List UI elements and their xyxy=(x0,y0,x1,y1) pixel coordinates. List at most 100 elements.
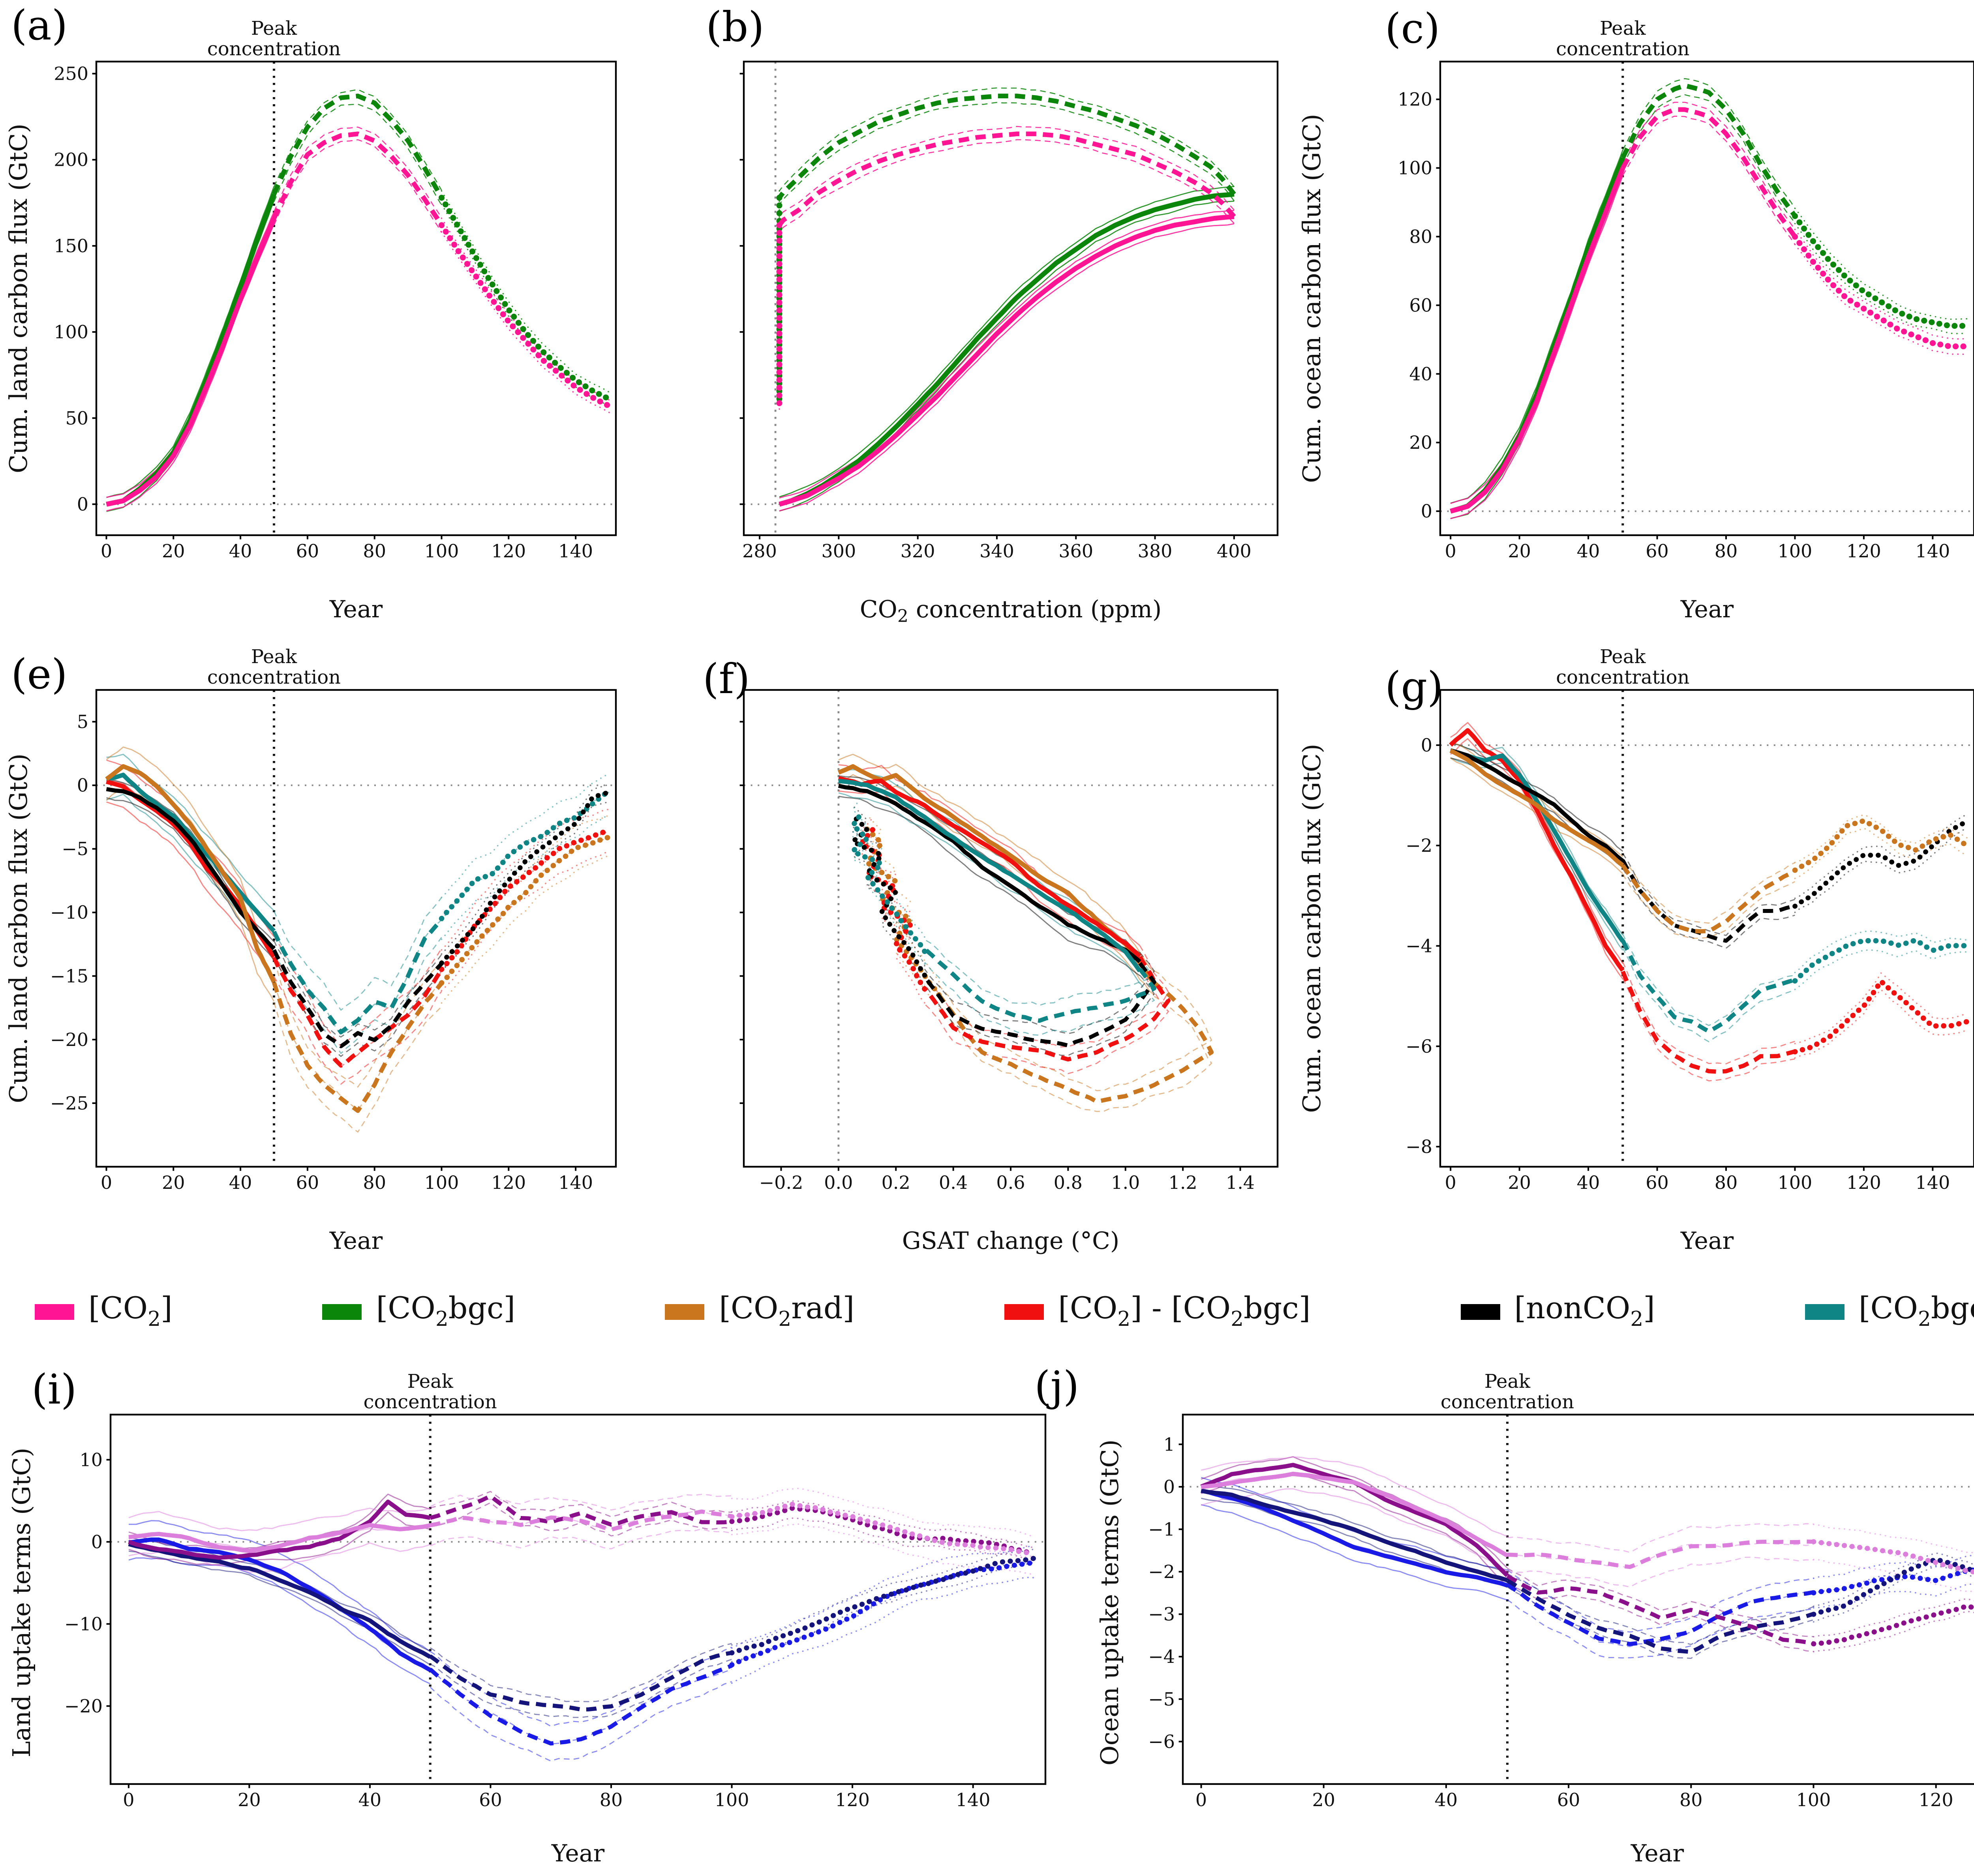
svg-text:80: 80 xyxy=(1679,1789,1703,1810)
svg-text:60: 60 xyxy=(1646,1172,1669,1193)
svg-text:200: 200 xyxy=(54,149,88,171)
svg-text:−20: −20 xyxy=(64,1695,103,1717)
svg-text:−4: −4 xyxy=(1405,935,1432,957)
svg-text:60: 60 xyxy=(296,1172,319,1193)
svg-text:100: 100 xyxy=(1778,540,1813,562)
diff-line-swatch xyxy=(1004,1304,1044,1319)
svg-text:0: 0 xyxy=(77,775,88,796)
svg-text:0: 0 xyxy=(1445,540,1456,562)
legend-item-combo: [CO2bgc + nonCO2] - [CO2bgc] xyxy=(1805,1291,1974,1333)
legend-label: [CO2rad] xyxy=(719,1291,855,1333)
svg-text:120: 120 xyxy=(491,540,526,562)
svg-text:−15: −15 xyxy=(50,965,88,987)
svg-text:140: 140 xyxy=(558,540,593,562)
co2bgc-line-swatch xyxy=(322,1304,362,1319)
svg-text:100: 100 xyxy=(715,1789,749,1810)
svg-text:5: 5 xyxy=(77,711,88,733)
svg-text:140: 140 xyxy=(1915,1172,1950,1193)
nonco2-line-swatch xyxy=(1460,1304,1500,1319)
panel-g-letter: (g) xyxy=(1385,665,1443,712)
svg-text:250: 250 xyxy=(54,63,88,84)
svg-text:320: 320 xyxy=(901,540,935,562)
svg-text:0: 0 xyxy=(1445,1172,1456,1193)
svg-text:40: 40 xyxy=(1435,1789,1458,1810)
svg-text:80: 80 xyxy=(1409,226,1432,247)
svg-text:120: 120 xyxy=(1398,89,1432,110)
legend-item-co2rad: [CO2rad] xyxy=(665,1291,855,1333)
svg-text:CO2 concentration (ppm): CO2 concentration (ppm) xyxy=(860,596,1162,626)
svg-text:0.8: 0.8 xyxy=(1054,1172,1083,1193)
svg-text:−6: −6 xyxy=(1405,1036,1432,1057)
svg-text:−3: −3 xyxy=(1148,1604,1175,1625)
svg-text:−8: −8 xyxy=(1405,1136,1432,1157)
svg-text:0: 0 xyxy=(77,493,88,515)
legend-label: [CO2] - [CO2bgc] xyxy=(1058,1291,1311,1333)
svg-text:0.4: 0.4 xyxy=(939,1172,968,1193)
svg-text:100: 100 xyxy=(54,321,88,343)
legend-label: [nonCO2] xyxy=(1514,1291,1655,1333)
svg-text:−10: −10 xyxy=(64,1613,103,1634)
svg-text:0: 0 xyxy=(1421,735,1432,756)
scenario-legend: [CO2] [CO2bgc] [CO2rad] [CO2] - [CO2bgc]… xyxy=(35,1273,1974,1351)
svg-text:1.0: 1.0 xyxy=(1111,1172,1140,1193)
svg-text:340: 340 xyxy=(979,540,1014,562)
svg-text:60: 60 xyxy=(1557,1789,1580,1810)
svg-text:40: 40 xyxy=(229,1172,252,1193)
svg-text:40: 40 xyxy=(1577,1172,1600,1193)
svg-text:1: 1 xyxy=(1163,1434,1175,1455)
svg-text:1.4: 1.4 xyxy=(1226,1172,1255,1193)
svg-text:40: 40 xyxy=(229,540,252,562)
panel-e-plot: 0 20 40 60 80 100 120 140 5 0 −5 −10 −15 −20 −25 Year Pe… xyxy=(50,646,617,1255)
svg-text:0: 0 xyxy=(123,1789,134,1810)
svg-text:40: 40 xyxy=(1409,363,1432,384)
panel-c-plot: 0 20 40 60 80 100 120 140 0 20 40 60 80 100 120 Year Pea… xyxy=(1398,17,1974,623)
svg-text:60: 60 xyxy=(1409,294,1432,316)
svg-text:Year: Year xyxy=(1680,1227,1734,1255)
svg-text:280: 280 xyxy=(742,540,777,562)
svg-text:−25: −25 xyxy=(50,1093,88,1114)
svg-text:20: 20 xyxy=(1508,1172,1531,1193)
svg-text:Year: Year xyxy=(1680,596,1734,623)
legend-label: [CO2] xyxy=(88,1291,173,1333)
svg-text:20: 20 xyxy=(162,1172,185,1193)
svg-text:120: 120 xyxy=(1846,1172,1881,1193)
svg-text:Year: Year xyxy=(1631,1840,1684,1867)
svg-text:100: 100 xyxy=(1778,1172,1813,1193)
panel-j-letter: (j) xyxy=(1034,1364,1079,1411)
svg-text:140: 140 xyxy=(956,1789,991,1810)
svg-text:−0.2: −0.2 xyxy=(759,1172,803,1193)
svg-text:400: 400 xyxy=(1217,540,1252,562)
svg-text:50: 50 xyxy=(65,407,88,429)
panel-a-plot: 0 20 40 60 80 100 120 140 0 50 100 150 200 250 Year Pea… xyxy=(54,17,617,623)
svg-text:0: 0 xyxy=(1421,500,1432,522)
svg-text:0.6: 0.6 xyxy=(996,1172,1025,1193)
legend-item-co2-minus-co2bgc: [CO2] - [CO2bgc] xyxy=(1004,1291,1311,1333)
svg-text:100: 100 xyxy=(1796,1789,1831,1810)
svg-text:140: 140 xyxy=(558,1172,593,1193)
svg-text:−4: −4 xyxy=(1148,1646,1175,1667)
svg-text:Year: Year xyxy=(329,1227,383,1255)
svg-text:80: 80 xyxy=(1715,1172,1738,1193)
co2-line-swatch xyxy=(35,1304,74,1319)
panel-j-plot: 02040608010012014010−1−2−3−4−5−6YearPeak… xyxy=(1148,1370,1974,1867)
svg-text:20: 20 xyxy=(1409,432,1432,453)
svg-text:Year: Year xyxy=(551,1840,605,1867)
svg-text:0.2: 0.2 xyxy=(882,1172,910,1193)
legend-label: [CO2bgc + nonCO2] - [CO2bgc] xyxy=(1858,1291,1974,1333)
legend-item-nonco2: [nonCO2] xyxy=(1460,1291,1655,1333)
svg-text:80: 80 xyxy=(363,1172,386,1193)
panel-a-letter: (a) xyxy=(11,3,68,51)
panel-g-plot: 0 20 40 60 80 100 120 140 0 −2 −4 −6 −8 Year Peak conce… xyxy=(1405,646,1974,1255)
svg-text:100: 100 xyxy=(1398,157,1432,179)
svg-text:100: 100 xyxy=(424,540,459,562)
svg-text:140: 140 xyxy=(1915,540,1950,562)
svg-text:−10: −10 xyxy=(50,902,88,923)
svg-text:0.0: 0.0 xyxy=(824,1172,853,1193)
svg-text:0: 0 xyxy=(1163,1476,1175,1497)
svg-text:10: 10 xyxy=(79,1449,103,1470)
